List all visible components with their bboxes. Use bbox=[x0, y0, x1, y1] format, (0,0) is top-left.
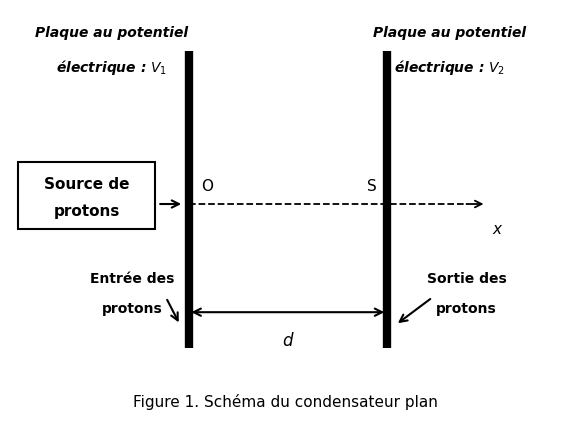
Text: O: O bbox=[201, 179, 213, 194]
Text: $x$: $x$ bbox=[492, 222, 503, 236]
Text: Figure 1. Schéma du condensateur plan: Figure 1. Schéma du condensateur plan bbox=[133, 393, 437, 409]
Text: Plaque au potentiel: Plaque au potentiel bbox=[35, 26, 189, 40]
Text: électrique : $V_1$: électrique : $V_1$ bbox=[56, 58, 168, 76]
Text: Sortie des: Sortie des bbox=[426, 272, 506, 285]
Text: protons: protons bbox=[101, 301, 162, 315]
Text: protons: protons bbox=[436, 301, 497, 315]
Text: protons: protons bbox=[53, 204, 120, 219]
Text: $d$: $d$ bbox=[282, 331, 294, 349]
Text: électrique : $V_2$: électrique : $V_2$ bbox=[394, 58, 505, 76]
Text: Source de: Source de bbox=[44, 176, 129, 191]
Text: S: S bbox=[367, 179, 377, 194]
Text: Plaque au potentiel: Plaque au potentiel bbox=[373, 26, 526, 40]
FancyBboxPatch shape bbox=[18, 162, 154, 230]
Text: Entrée des: Entrée des bbox=[89, 272, 174, 285]
